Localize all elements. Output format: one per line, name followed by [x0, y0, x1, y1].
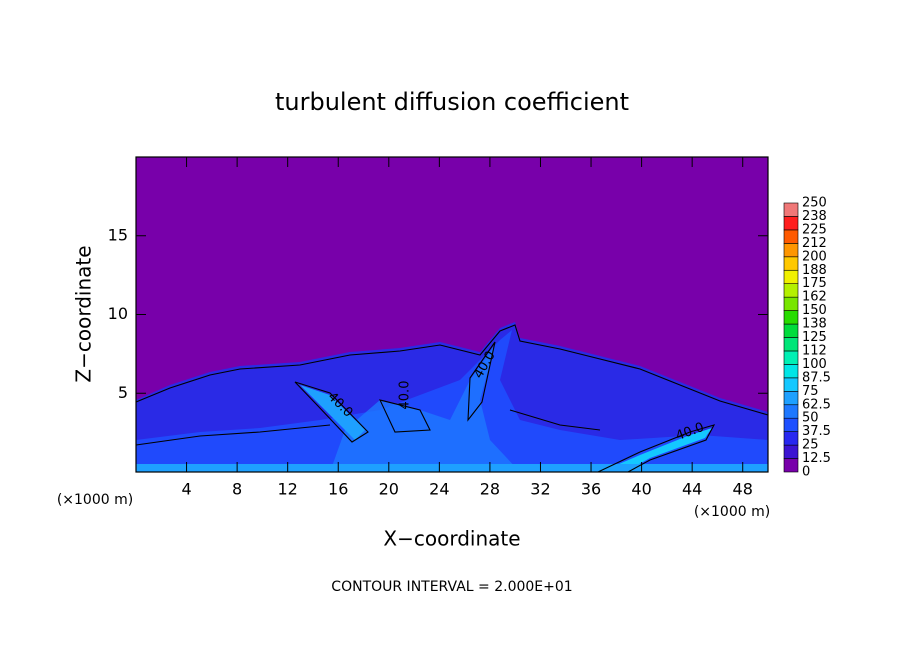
- colorbar: 012.52537.55062.57587.510011212513815016…: [783, 196, 831, 480]
- x-tick-label: 36: [581, 480, 601, 499]
- contour-interval-note: CONTOUR INTERVAL = 2.000E+01: [331, 579, 572, 595]
- y-axis-label: Z−coordinate: [72, 245, 96, 382]
- colorbar-label: 87.5: [802, 370, 831, 385]
- y-tick-label: 15: [108, 225, 128, 244]
- colorbar-band: [783, 256, 799, 271]
- colorbar-label: 50: [802, 411, 819, 426]
- colorbar-band: [783, 202, 799, 217]
- colorbar-label: 238: [802, 209, 827, 224]
- colorbar-band: [783, 269, 799, 284]
- colorbar-label: 62.5: [802, 397, 831, 412]
- field-region: [136, 464, 768, 472]
- colorbar-label: 100: [802, 357, 827, 372]
- colorbar-band: [783, 216, 799, 231]
- chart-title: turbulent diffusion coefficient: [275, 88, 629, 116]
- colorbar-label: 175: [802, 276, 827, 291]
- x-tick-label: 8: [232, 480, 242, 499]
- colorbar-band: [783, 417, 799, 432]
- colorbar-band: [783, 444, 799, 459]
- x-tick-label: 12: [278, 480, 298, 499]
- colorbar-label: 125: [802, 330, 827, 345]
- field-region: [300, 385, 365, 440]
- colorbar-label: 138: [802, 317, 827, 332]
- colorbar-band: [783, 350, 799, 365]
- colorbar-band: [783, 296, 799, 311]
- contour-label: 40.0: [398, 381, 413, 410]
- x-tick-label: 40: [631, 480, 651, 499]
- x-tick-label: 44: [682, 480, 702, 499]
- colorbar-label: 150: [802, 303, 827, 318]
- x-tick-label: 28: [480, 480, 500, 499]
- x-axis-label: X−coordinate: [383, 527, 520, 551]
- colorbar-label: 200: [802, 249, 827, 264]
- contour-line: [135, 324, 769, 416]
- colorbar-label: 250: [802, 196, 827, 211]
- x-tick-label: 4: [181, 480, 191, 499]
- x-tick-label: 16: [328, 480, 348, 499]
- contour-line: [597, 424, 716, 473]
- y-tick-label: 5: [118, 383, 128, 402]
- colorbar-band: [783, 458, 799, 473]
- colorbar-band: [783, 364, 799, 379]
- colorbar-label: 212: [802, 236, 827, 251]
- colorbar-band: [783, 431, 799, 446]
- x-tick-label: 48: [733, 480, 753, 499]
- colorbar-label: 12.5: [802, 451, 831, 466]
- colorbar-band: [783, 337, 799, 352]
- colorbar-label: 225: [802, 222, 827, 237]
- contour-line: [135, 409, 601, 446]
- colorbar-label: 0: [802, 465, 810, 480]
- x-unit: (×1000 m): [694, 504, 770, 520]
- contour-line: [467, 341, 496, 422]
- contour-field: [135, 157, 769, 473]
- colorbar-label: 25: [802, 438, 819, 453]
- y-unit: (×1000 m): [57, 492, 133, 508]
- colorbar-label: 75: [802, 384, 819, 399]
- colorbar-label: 112: [802, 343, 827, 358]
- colorbar-band: [783, 229, 799, 244]
- colorbar-band: [783, 323, 799, 338]
- x-tick-label: 24: [429, 480, 449, 499]
- x-tick-label: 32: [530, 480, 550, 499]
- field-region: [600, 428, 712, 472]
- colorbar-label: 37.5: [802, 424, 831, 439]
- field-region: [330, 345, 520, 472]
- colorbar-band: [783, 310, 799, 325]
- colorbar-label: 162: [802, 290, 827, 305]
- y-tick-label: 10: [108, 304, 128, 323]
- colorbar-band: [783, 404, 799, 419]
- field-region: [136, 330, 768, 472]
- colorbar-band: [783, 377, 799, 392]
- contour-line: [294, 381, 369, 443]
- x-tick-label: 20: [379, 480, 399, 499]
- colorbar-label: 188: [802, 263, 827, 278]
- colorbar-band: [783, 283, 799, 298]
- contour-line: [379, 399, 431, 433]
- colorbar-band: [783, 390, 799, 406]
- colorbar-band: [783, 243, 799, 258]
